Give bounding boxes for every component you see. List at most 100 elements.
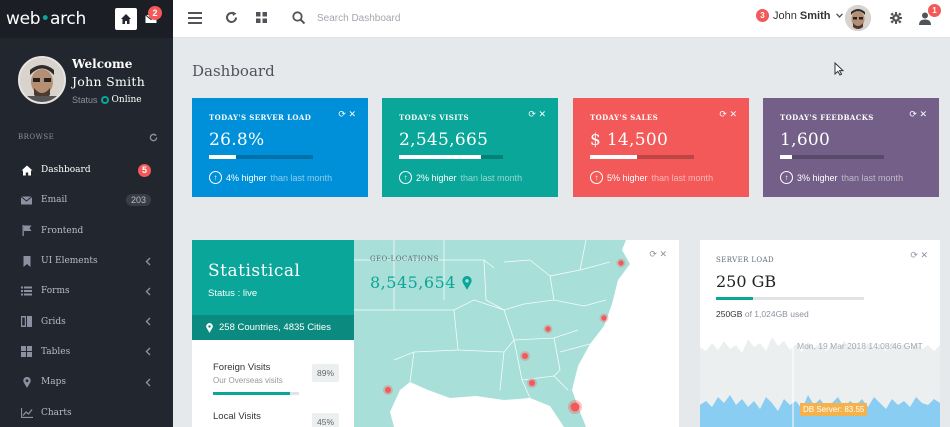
grid-icon[interactable] — [256, 12, 267, 23]
browse-section: BROWSE — [18, 133, 158, 142]
close-icon[interactable]: ✕ — [659, 249, 667, 259]
tile-sales: TODAY'S SALES ⟳ ✕ $ 14,500 ↑ 5% higher tha… — [573, 98, 749, 197]
sidebar-item-frontend[interactable]: Frontend — [0, 216, 173, 246]
chart-tooltip-date: Mon, 19 Mar 2018 14:08:46 GMT — [797, 341, 923, 351]
progress-bar — [213, 392, 299, 395]
top-header: Search Dashboard 3 John Smith 1 — [173, 0, 950, 38]
sidebar-item-grids[interactable]: Grids — [0, 306, 173, 336]
progress-bar — [716, 297, 864, 300]
line-chart-icon — [20, 407, 33, 418]
refresh-icon[interactable] — [149, 133, 158, 142]
arrow-up-icon: ↑ — [590, 171, 603, 184]
geo-map-panel: GEO-LOCATIONS 8,545,654 ⟳ ✕ — [354, 240, 679, 427]
search-icon[interactable] — [292, 11, 305, 24]
sidebar-item-dashboard[interactable]: Dashboard 5 — [0, 155, 173, 185]
table-icon — [21, 346, 32, 358]
search-input[interactable]: Search Dashboard — [317, 13, 401, 24]
user-badge: 3 — [756, 9, 769, 22]
close-icon[interactable]: ✕ — [348, 109, 356, 119]
map-controls[interactable]: ⟳ ✕ — [649, 249, 667, 260]
columns-icon — [21, 316, 32, 328]
profile-status: Status Online — [72, 95, 142, 105]
chart-tooltip-value: DB Server: 83.55 — [800, 403, 868, 416]
mail-badge: 2 — [148, 6, 162, 20]
brand-bar: web•arch 2 — [0, 0, 173, 38]
chevron-left-icon — [145, 317, 151, 326]
header-avatar[interactable] — [845, 5, 871, 31]
refresh-icon[interactable]: ⟳ — [338, 109, 346, 119]
server-load-panel: SERVER LOAD ⟳ ✕ 250 GB 250GB of 1,024GB … — [700, 240, 940, 427]
sidebar-item-forms[interactable]: Forms — [0, 276, 173, 306]
tile-server-load: TODAY'S SERVER LOAD ⟳ ✕ 26.8% ↑ 4% higher… — [192, 98, 368, 197]
menu-icon[interactable] — [188, 12, 202, 24]
home-icon — [121, 14, 131, 24]
home-icon — [21, 165, 32, 176]
geo-value: 8,545,654 — [370, 273, 472, 292]
envelope-icon — [21, 196, 32, 205]
sidebar-nav: Dashboard 5 Email 203 Frontend UI Elemen… — [0, 155, 173, 427]
flag-icon — [22, 225, 31, 237]
map-marker-icon — [462, 275, 472, 290]
statistical-panel: Statistical Status : live 258 Countries,… — [192, 240, 354, 427]
tile-controls[interactable]: ⟳ ✕ — [909, 109, 927, 120]
progress-bar — [399, 155, 503, 159]
sidebar-item-tables[interactable]: Tables — [0, 337, 173, 367]
chevron-left-icon — [145, 287, 151, 296]
brand-logo[interactable]: web•arch — [6, 9, 86, 29]
tile-controls[interactable]: ⟳ ✕ — [719, 109, 737, 120]
profile-name: John Smith — [72, 74, 146, 89]
chevron-left-icon — [145, 347, 151, 356]
refresh-icon[interactable]: ⟳ — [719, 109, 727, 119]
close-icon[interactable]: ✕ — [729, 109, 737, 119]
close-icon[interactable]: ✕ — [538, 109, 546, 119]
progress-bar — [780, 155, 884, 159]
sidebar-item-email[interactable]: Email 203 — [0, 185, 173, 215]
bookmark-icon — [23, 255, 30, 267]
chevron-down-icon — [836, 13, 844, 18]
arrow-up-icon: ↑ — [399, 171, 412, 184]
user-alert-icon[interactable] — [919, 12, 934, 25]
tile-controls[interactable]: ⟳ ✕ — [528, 109, 546, 120]
tile-controls[interactable]: ⟳ ✕ — [338, 109, 356, 120]
dashboard-badge: 5 — [138, 163, 151, 177]
tile-feedbacks: TODAY'S FEEDBACKS ⟳ ✕ 1,600 ↑ 3% higher th… — [763, 98, 939, 197]
refresh-icon[interactable]: ⟳ — [649, 249, 657, 259]
refresh-icon[interactable]: ⟳ — [528, 109, 536, 119]
percent-badge: 45% — [311, 413, 339, 427]
server-controls[interactable]: ⟳ ✕ — [910, 250, 928, 261]
arrow-up-icon: ↑ — [209, 171, 222, 184]
refresh-icon[interactable]: ⟳ — [910, 250, 918, 260]
alert-badge: 1 — [928, 4, 941, 17]
refresh-icon[interactable]: ⟳ — [909, 109, 917, 119]
refresh-icon[interactable] — [225, 11, 238, 24]
welcome-text: Welcome — [72, 57, 133, 71]
home-button[interactable] — [115, 8, 137, 30]
tile-visits: TODAY'S VISITS ⟳ ✕ 2,545,665 ↑ 2% higher t… — [382, 98, 558, 197]
countries-band: 258 Countries, 4835 Cities — [192, 315, 354, 340]
sidebar-item-ui-elements[interactable]: UI Elements — [0, 246, 173, 276]
avatar[interactable] — [18, 56, 66, 104]
chevron-left-icon — [145, 257, 151, 266]
progress-bar — [209, 155, 313, 159]
percent-badge: 89% — [311, 364, 339, 382]
arrow-up-icon: ↑ — [780, 171, 793, 184]
mouse-cursor-icon — [834, 62, 844, 76]
gear-icon[interactable] — [890, 12, 902, 24]
list-icon — [21, 286, 32, 296]
online-indicator-icon — [100, 96, 109, 104]
us-map[interactable] — [354, 240, 679, 427]
stat-item-foreign: Foreign Visits Our Overseas visits 89% — [213, 362, 339, 395]
progress-bar — [590, 155, 694, 159]
sidebar-item-maps[interactable]: Maps — [0, 367, 173, 397]
email-count: 203 — [125, 194, 151, 207]
close-icon[interactable]: ✕ — [920, 250, 928, 260]
close-icon[interactable]: ✕ — [919, 109, 927, 119]
map-marker-icon — [206, 322, 213, 333]
sidebar: web•arch 2 Welcome John Smith Status Onl… — [0, 0, 173, 427]
map-marker-icon — [22, 376, 31, 388]
profile: Welcome John Smith Status Online — [18, 56, 168, 110]
sidebar-item-charts[interactable]: Charts — [0, 397, 173, 427]
user-menu[interactable]: 3 John Smith — [756, 9, 844, 22]
page-title: Dashboard — [192, 62, 275, 80]
chevron-left-icon — [145, 378, 151, 387]
